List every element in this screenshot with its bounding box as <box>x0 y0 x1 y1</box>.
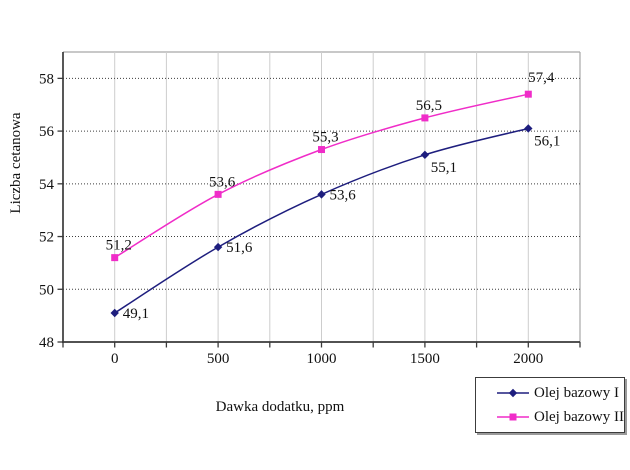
data-point-label: 53,6 <box>330 187 357 203</box>
x-tick-label: 500 <box>207 351 230 367</box>
legend-label: Olej bazowy II <box>534 408 624 425</box>
x-tick-label: 0 <box>111 351 119 367</box>
data-point-label: 51,6 <box>226 240 253 256</box>
legend-item-olej-bazowy-1: Olej bazowy I <box>496 385 624 402</box>
data-point-marker <box>524 90 532 98</box>
data-point-marker <box>317 190 326 199</box>
legend-label: Olej bazowy I <box>534 384 619 401</box>
y-tick-label: 50 <box>39 282 54 298</box>
legend-item-olej-bazowy-2: Olej bazowy II <box>496 409 624 426</box>
data-point-marker <box>213 242 223 252</box>
y-tick-label: 56 <box>39 124 55 140</box>
square-icon <box>509 413 517 421</box>
y-tick-label: 52 <box>39 230 54 246</box>
x-tick-label: 2000 <box>513 351 543 367</box>
diamond-icon <box>508 388 518 398</box>
data-point-label: 56,5 <box>416 98 442 114</box>
x-tick-label: 1000 <box>307 351 337 367</box>
y-tick-label: 58 <box>39 71 54 87</box>
data-point-marker <box>110 308 119 318</box>
y-axis-title: Liczba cetanowa <box>8 112 24 214</box>
data-point-label: 56,1 <box>534 133 560 149</box>
data-point-label: 53,6 <box>209 174 236 190</box>
y-tick-label: 48 <box>39 335 54 351</box>
y-tick-label: 54 <box>39 177 55 193</box>
data-point-marker <box>111 254 119 262</box>
data-point-marker <box>524 124 533 133</box>
data-point-marker <box>421 114 429 122</box>
data-point-marker <box>214 190 222 198</box>
legend-marker-square-icon <box>497 413 529 421</box>
data-point-marker <box>318 146 325 154</box>
data-point-label: 51,2 <box>106 238 132 254</box>
x-tick-label: 1500 <box>410 351 440 367</box>
data-point-label: 55,1 <box>431 160 457 176</box>
legend: Olej bazowy I Olej bazowy II <box>475 377 625 433</box>
data-point-label: 49,1 <box>123 306 149 322</box>
data-point-label: 55,3 <box>312 130 338 146</box>
legend-marker-diamond-icon <box>497 388 529 398</box>
data-point-marker <box>420 150 430 160</box>
x-axis-title: Dawka dodatku, ppm <box>215 399 345 415</box>
data-point-label: 57,4 <box>528 70 555 86</box>
